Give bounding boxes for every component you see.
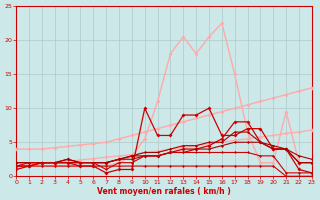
X-axis label: Vent moyen/en rafales ( km/h ): Vent moyen/en rafales ( km/h ): [97, 187, 231, 196]
